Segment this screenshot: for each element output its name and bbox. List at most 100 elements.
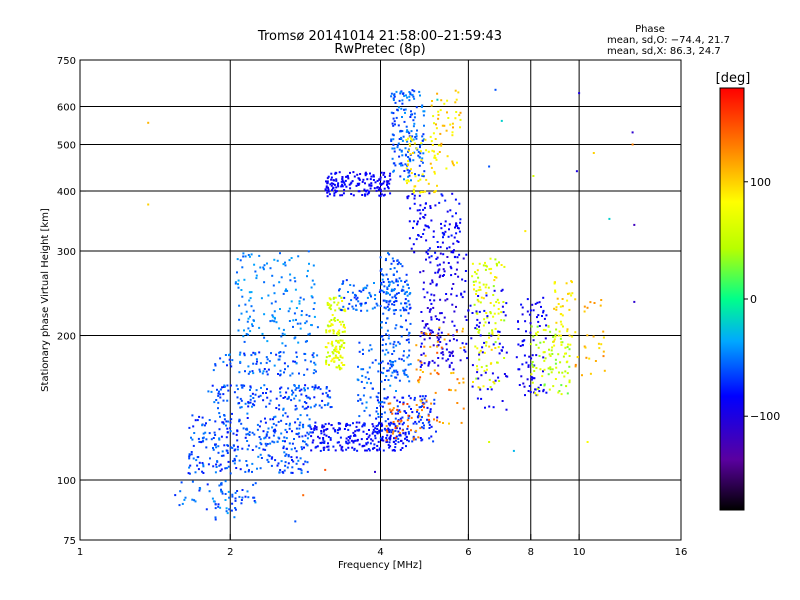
data-point (278, 327, 281, 330)
data-point (407, 425, 409, 428)
data-point (369, 187, 372, 190)
data-point (244, 255, 247, 258)
data-point (282, 407, 285, 410)
data-point (285, 391, 288, 394)
data-point (452, 368, 455, 371)
data-point (296, 418, 299, 421)
data-point (386, 431, 389, 434)
data-point (397, 412, 399, 415)
data-point (296, 322, 299, 325)
data-point (521, 363, 524, 366)
data-point (406, 140, 409, 143)
data-point (382, 449, 385, 452)
data-point (413, 251, 416, 254)
colorbar-tick-label: −100 (750, 410, 780, 423)
data-point (262, 392, 264, 395)
data-point (327, 449, 330, 451)
data-point (515, 356, 518, 359)
data-point (517, 328, 520, 330)
data-point (565, 282, 568, 285)
data-point (242, 255, 245, 258)
data-point (247, 405, 250, 408)
data-point (459, 221, 462, 224)
data-point (290, 300, 293, 303)
data-point (327, 190, 330, 193)
data-point (387, 180, 390, 183)
data-point (381, 349, 384, 352)
data-point (291, 372, 294, 375)
data-point (574, 363, 577, 366)
data-point (382, 274, 385, 277)
data-point (430, 219, 433, 222)
data-point (418, 164, 421, 167)
data-point (527, 390, 530, 392)
stats-line-o: mean, sd,O: −74.4, 21.7 (607, 35, 730, 46)
data-point (552, 335, 555, 338)
data-point (367, 377, 370, 380)
data-point (330, 184, 333, 187)
plot-border (79, 59, 682, 541)
data-point (233, 391, 236, 394)
data-point (445, 343, 448, 346)
data-point (372, 425, 375, 428)
data-point (548, 388, 551, 391)
data-point (287, 365, 289, 368)
data-point (477, 377, 480, 380)
data-point (478, 358, 481, 361)
data-point (273, 310, 276, 313)
data-point (456, 330, 458, 333)
data-point (223, 414, 226, 416)
data-point (559, 305, 562, 308)
data-point (410, 408, 412, 410)
data-point (278, 281, 281, 284)
data-point (469, 304, 472, 307)
data-point (327, 186, 329, 189)
data-point (421, 438, 424, 441)
data-point (188, 472, 191, 475)
data-point (387, 351, 390, 354)
data-point (282, 471, 285, 474)
data-point (204, 431, 207, 434)
data-point (598, 347, 601, 350)
data-point (488, 332, 491, 335)
data-point (323, 429, 326, 432)
data-point (329, 298, 332, 301)
data-point (542, 341, 545, 344)
data-point (501, 305, 504, 308)
data-point (525, 361, 528, 364)
data-point (266, 358, 269, 361)
data-point (418, 406, 421, 409)
data-point (316, 326, 319, 329)
data-point (341, 356, 344, 359)
data-point (451, 303, 454, 306)
data-point (405, 167, 408, 170)
data-point (383, 180, 386, 183)
data-point (343, 296, 346, 299)
data-point (367, 436, 370, 439)
data-point (557, 391, 560, 394)
data-point (375, 302, 378, 305)
data-point (439, 246, 442, 249)
data-point (386, 429, 388, 432)
data-point (424, 323, 427, 326)
data-point (489, 272, 492, 275)
data-point (252, 351, 255, 354)
data-point (366, 441, 369, 444)
data-point (368, 184, 371, 187)
data-point (306, 437, 309, 440)
data-point (456, 225, 459, 227)
data-point (382, 312, 385, 315)
data-point (370, 438, 373, 441)
data-point (597, 342, 600, 345)
data-point (382, 291, 385, 294)
data-point (477, 386, 480, 389)
data-point (494, 322, 497, 325)
data-point (391, 428, 394, 431)
data-point (355, 308, 358, 311)
data-point (270, 352, 272, 355)
data-point (242, 427, 245, 430)
data-point (419, 376, 422, 379)
data-point (266, 431, 269, 434)
data-point (223, 444, 226, 447)
data-point (354, 430, 357, 433)
